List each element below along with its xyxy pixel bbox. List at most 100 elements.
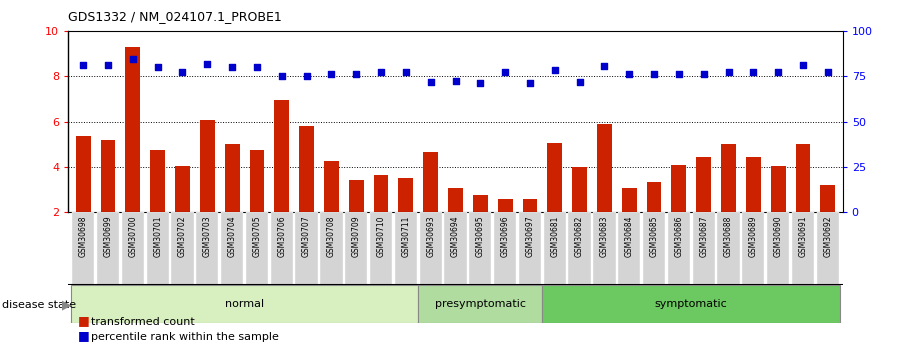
Text: GSM30710: GSM30710 [376, 216, 385, 257]
FancyBboxPatch shape [345, 212, 367, 285]
Text: transformed count: transformed count [91, 317, 195, 327]
Point [746, 69, 761, 75]
Text: GSM30699: GSM30699 [104, 216, 113, 257]
FancyBboxPatch shape [618, 212, 640, 285]
Bar [572, 167, 587, 212]
Point [76, 62, 90, 68]
Point [101, 62, 116, 68]
Point [523, 80, 537, 86]
Text: GSM30684: GSM30684 [625, 216, 634, 257]
FancyBboxPatch shape [692, 212, 715, 285]
Text: normal: normal [225, 299, 264, 308]
Text: GSM30689: GSM30689 [749, 216, 758, 257]
Bar [299, 126, 314, 212]
FancyBboxPatch shape [668, 212, 690, 285]
Bar [448, 188, 463, 212]
Text: GSM30701: GSM30701 [153, 216, 162, 257]
FancyBboxPatch shape [97, 212, 119, 285]
Text: GSM30705: GSM30705 [252, 216, 261, 257]
FancyBboxPatch shape [295, 212, 318, 285]
Text: GSM30694: GSM30694 [451, 216, 460, 257]
Text: GSM30709: GSM30709 [352, 216, 361, 257]
Point [572, 79, 587, 85]
Point [349, 71, 363, 77]
Bar [722, 144, 736, 212]
FancyBboxPatch shape [271, 212, 293, 285]
Text: symptomatic: symptomatic [655, 299, 728, 308]
Point [200, 61, 215, 67]
Text: ▶: ▶ [62, 299, 72, 312]
Text: GSM30707: GSM30707 [302, 216, 311, 257]
Point [647, 71, 661, 77]
Bar [671, 165, 686, 212]
Text: percentile rank within the sample: percentile rank within the sample [91, 332, 279, 342]
Bar [374, 175, 388, 212]
Point [497, 69, 512, 75]
Bar [771, 166, 785, 212]
Text: GSM30703: GSM30703 [203, 216, 212, 257]
Bar [746, 157, 761, 212]
Bar [473, 195, 487, 212]
Bar [274, 100, 289, 212]
Bar [647, 181, 661, 212]
Point [225, 65, 240, 70]
Bar [820, 185, 835, 212]
Text: GSM30698: GSM30698 [78, 216, 87, 257]
Text: GSM30685: GSM30685 [650, 216, 659, 257]
Bar [76, 136, 91, 212]
FancyBboxPatch shape [518, 212, 541, 285]
Bar [225, 144, 240, 212]
Text: GSM30688: GSM30688 [724, 216, 733, 257]
Bar [497, 199, 513, 212]
Text: ■: ■ [77, 328, 89, 342]
Text: GSM30686: GSM30686 [674, 216, 683, 257]
Bar [250, 150, 264, 212]
FancyBboxPatch shape [593, 212, 616, 285]
Text: GSM30700: GSM30700 [128, 216, 138, 257]
Point [150, 65, 165, 70]
Point [448, 78, 463, 83]
Text: GSM30690: GSM30690 [773, 216, 783, 257]
FancyBboxPatch shape [418, 285, 542, 323]
Point [175, 69, 189, 75]
Text: GSM30706: GSM30706 [277, 216, 286, 257]
Point [424, 79, 438, 85]
Point [771, 69, 785, 75]
Text: GSM30708: GSM30708 [327, 216, 336, 257]
Point [821, 69, 835, 75]
Point [696, 71, 711, 77]
Bar [398, 178, 414, 212]
FancyBboxPatch shape [767, 212, 789, 285]
FancyBboxPatch shape [544, 212, 566, 285]
Text: GSM30681: GSM30681 [550, 216, 559, 257]
Point [274, 73, 289, 79]
Text: presymptomatic: presymptomatic [435, 299, 526, 308]
Bar [795, 144, 811, 212]
Point [671, 71, 686, 77]
FancyBboxPatch shape [445, 212, 466, 285]
FancyBboxPatch shape [171, 212, 194, 285]
Point [250, 65, 264, 70]
Bar [424, 152, 438, 212]
FancyBboxPatch shape [321, 212, 343, 285]
Bar [150, 150, 165, 212]
Text: GSM30711: GSM30711 [402, 216, 410, 257]
Point [622, 71, 637, 77]
FancyBboxPatch shape [792, 212, 814, 285]
FancyBboxPatch shape [419, 212, 442, 285]
Point [126, 57, 140, 62]
Bar [597, 124, 612, 212]
Bar [175, 166, 189, 212]
Point [795, 62, 810, 68]
Text: GSM30692: GSM30692 [824, 216, 833, 257]
Text: disease state: disease state [2, 300, 76, 310]
Bar [324, 161, 339, 212]
FancyBboxPatch shape [643, 212, 665, 285]
FancyBboxPatch shape [370, 212, 393, 285]
Bar [200, 120, 215, 212]
Point [399, 69, 414, 75]
Point [722, 69, 736, 75]
Text: GSM30702: GSM30702 [178, 216, 187, 257]
Text: GSM30687: GSM30687 [699, 216, 708, 257]
Text: GDS1332 / NM_024107.1_PROBE1: GDS1332 / NM_024107.1_PROBE1 [68, 10, 282, 23]
